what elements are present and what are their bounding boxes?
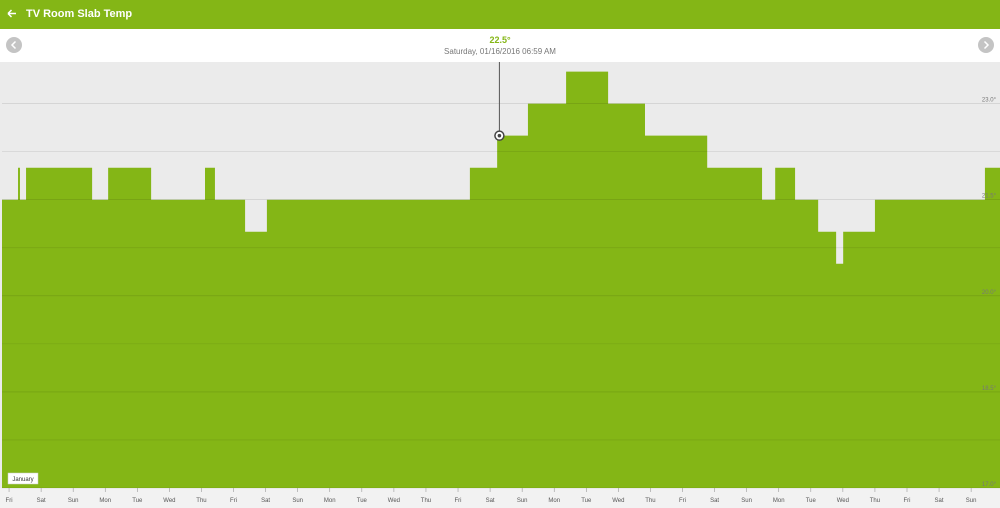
x-axis-bar [0,488,1000,508]
x-tick-label: Wed [837,498,849,504]
x-tick-label: Sun [292,498,303,504]
y-tick-label: 17.0° [982,482,997,488]
y-tick-label: 21.5° [982,194,997,200]
x-tick-label: Tue [806,498,817,504]
page-title: TV Room Slab Temp [26,8,132,20]
x-tick-label: Mon [773,498,785,504]
x-tick-label: Mon [324,498,336,504]
x-tick-label: Fri [6,498,13,504]
header-bar [0,0,1000,29]
x-tick-label: Fri [679,498,686,504]
x-tick-label: Thu [870,498,880,504]
x-tick-label: Thu [196,498,206,504]
readout-bar [0,29,1000,62]
x-tick-label: Wed [612,498,624,504]
period-badge [7,472,39,485]
x-tick-label: Sat [486,498,495,504]
x-tick-label: Sat [935,498,944,504]
x-tick-label: Sun [68,498,79,504]
x-tick-label: Mon [548,498,560,504]
x-tick-label: Thu [645,498,655,504]
readout-value: 22.5° [489,35,511,45]
x-tick-label: Sun [966,498,977,504]
cursor-marker-dot [497,133,502,138]
x-tick-label: Tue [132,498,143,504]
x-tick-label: Mon [99,498,111,504]
x-tick-label: Fri [230,498,237,504]
x-tick-label: Tue [581,498,592,504]
y-tick-label: 18.5° [982,386,997,392]
x-tick-label: Sat [261,498,270,504]
y-tick-label: 20.0° [982,290,997,296]
x-tick-label: Wed [163,498,175,504]
temperature-area [2,71,1000,489]
x-tick-label: Fri [903,498,910,504]
back-button[interactable] [7,9,16,18]
y-tick-label: 23.0° [982,98,997,104]
next-button[interactable] [978,37,994,53]
x-tick-label: Tue [357,498,368,504]
x-tick-label: Sun [741,498,752,504]
readout-date: Saturday, 01/16/2016 06:59 AM [444,47,556,56]
x-tick-label: Fri [455,498,462,504]
prev-button[interactable] [6,37,22,53]
x-tick-label: Sun [517,498,528,504]
period-label: January [12,477,33,483]
x-tick-label: Sat [37,498,46,504]
plot: 23.0° 21.5° 20.0° 18.5° 17.0° Fri Sat Sun Mon Tue… [2,62,1000,504]
x-tick-label: Wed [388,498,400,504]
x-tick-label: Thu [421,498,431,504]
x-tick-label: Sat [710,498,719,504]
